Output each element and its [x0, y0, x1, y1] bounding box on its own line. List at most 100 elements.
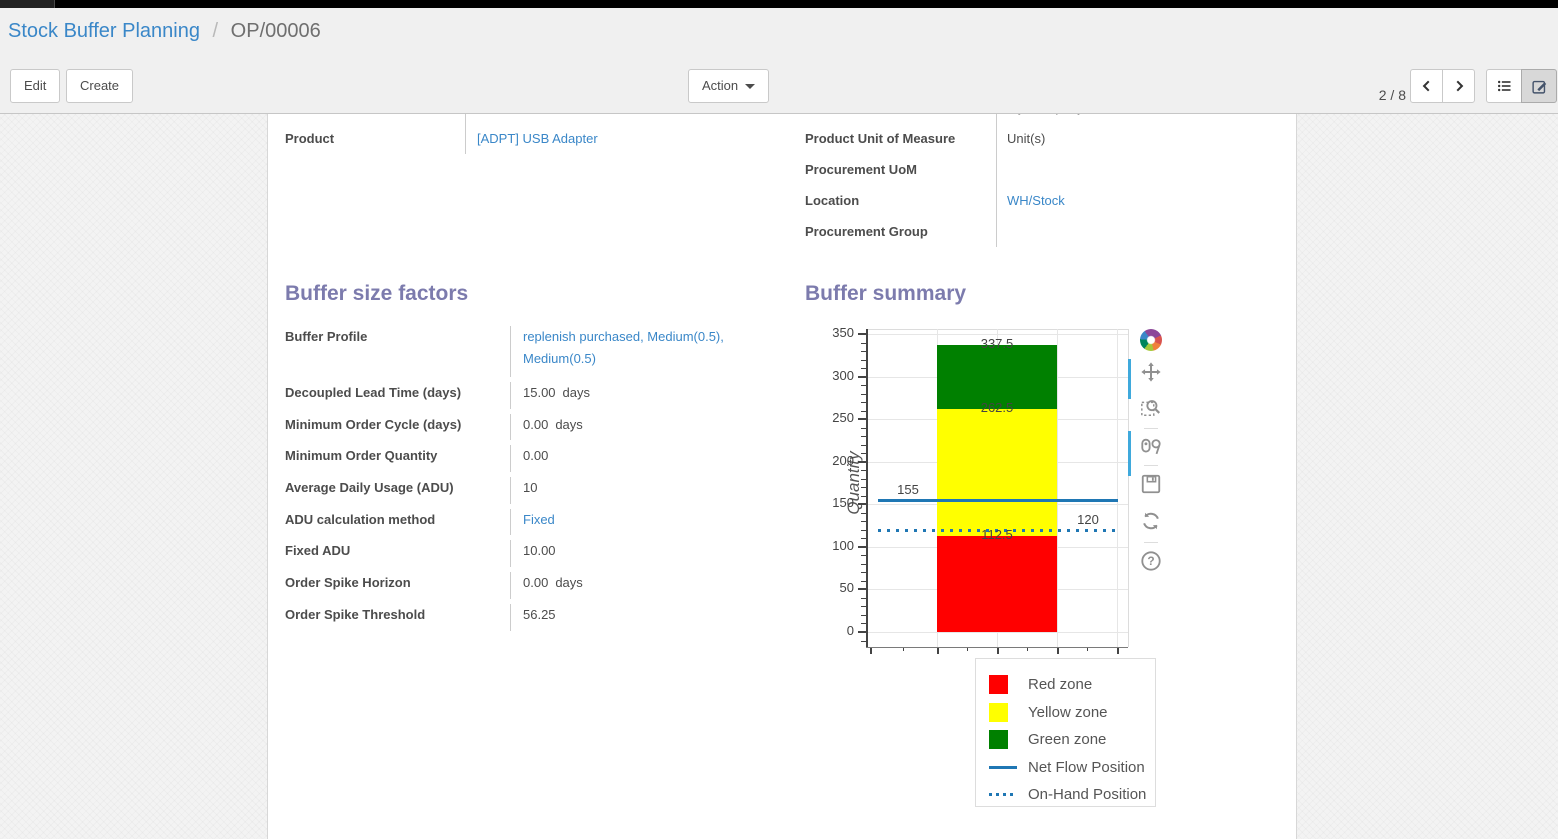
gridline-horizontal [868, 334, 1128, 335]
field-value: 0.00 days [511, 414, 583, 436]
modebar-active-indicator [1128, 359, 1131, 399]
y-minor-tick [861, 598, 866, 599]
legend-item-net-flow-position[interactable]: Net Flow Position [976, 754, 1155, 782]
pager-next-button[interactable] [1442, 69, 1475, 103]
view-switcher [1486, 69, 1557, 103]
legend-item-red-zone[interactable]: Red zone [976, 671, 1155, 699]
y-minor-tick [861, 479, 866, 480]
plotly-logo-icon[interactable] [1138, 327, 1164, 353]
chevron-down-icon [745, 84, 756, 90]
y-minor-tick [861, 343, 866, 344]
y-tick-label: 150 [832, 495, 854, 510]
section-buffer-summary: Buffer summary Quantity 0 50 100 150 200 250 3… [805, 280, 1296, 807]
y-minor-tick [861, 521, 866, 522]
field-row: Product Unit of Measure Unit(s) [805, 123, 1290, 154]
y-tick-label: 350 [832, 325, 854, 340]
field-label [285, 114, 466, 123]
breadcrumb-separator: / [212, 20, 219, 42]
y-tick-label: 250 [832, 410, 854, 425]
field-label: Buffer Profile [285, 326, 511, 377]
field-value: 0.00 [511, 445, 548, 467]
x-axis-line [866, 647, 1128, 648]
legend-item-yellow-zone[interactable]: Yellow zone [976, 699, 1155, 727]
field-row: Procurement Group [805, 216, 1290, 247]
field-link[interactable]: Fixed [523, 511, 555, 527]
field-row: Location WH/Stock [805, 185, 1290, 216]
legend-item-green-zone[interactable]: Green zone [976, 726, 1155, 754]
zone-boundary-label: 337.5 [980, 336, 1014, 351]
action-button-label: Action [702, 78, 739, 93]
pager-previous-button[interactable] [1410, 69, 1443, 103]
field-row: Fixed ADU 10.00 [285, 535, 805, 568]
field-link[interactable]: replenish purchased, Medium(0.5), Medium… [523, 329, 724, 366]
y-major-tick [858, 376, 866, 378]
field-row: Decoupled Lead Time (days) 15.00 days [285, 377, 805, 409]
reset-axes-icon[interactable] [1138, 508, 1164, 534]
reference-line-net-flow-position [878, 499, 1118, 502]
field-value: 10.00 [511, 540, 556, 562]
field-value: 15.00 days [511, 382, 590, 404]
swatch-dots [989, 793, 1017, 797]
field-row: Procurement UoM [805, 154, 1290, 185]
field-text: 10 [523, 480, 538, 496]
hover-closest-icon[interactable] [1138, 434, 1164, 460]
pager-nav [1410, 69, 1475, 103]
box-zoom-icon[interactable] [1138, 394, 1164, 420]
pan-icon[interactable] [1138, 359, 1164, 385]
swatch-square [989, 730, 1008, 750]
y-minor-tick [861, 470, 866, 471]
field-label: Order Spike Horizon [285, 572, 511, 599]
field-text: 15.00 [523, 385, 556, 400]
field-row [285, 114, 747, 123]
gridline-horizontal [868, 632, 1128, 633]
field-label: Procurement Group [805, 216, 997, 247]
reference-line-label: 155 [897, 482, 919, 497]
x-major-tick [937, 648, 939, 654]
field-text: 0.00 [523, 448, 549, 464]
legend-item-on-hand-position[interactable]: On-Hand Position [976, 781, 1155, 809]
y-minor-tick [861, 641, 866, 642]
group-logistics: My Company Product Unit of Measure Unit(s)… [805, 114, 1290, 247]
y-major-tick [858, 333, 866, 335]
field-label: Minimum Order Quantity [285, 445, 511, 473]
y-minor-tick [861, 572, 866, 573]
field-value: My Company [997, 114, 1084, 115]
x-minor-tick [903, 648, 904, 651]
section-title-buffer-size-factors: Buffer size factors [285, 282, 469, 305]
action-button[interactable]: Action [688, 69, 770, 103]
field-row: Order Spike Threshold 56.25 [285, 599, 805, 631]
field-link[interactable]: WH/Stock [1007, 193, 1065, 208]
field-row: My Company [805, 114, 1290, 123]
field-unit-suffix: days [555, 575, 583, 591]
field-row: Average Daily Usage (ADU) 10 [285, 472, 805, 504]
breadcrumb-link-stock-buffer-planning[interactable]: Stock Buffer Planning [8, 20, 200, 42]
y-minor-tick [861, 436, 866, 437]
download-image-icon[interactable] [1138, 471, 1164, 497]
y-minor-tick [861, 615, 866, 616]
modebar-divider [1144, 428, 1158, 429]
field-label: Procurement UoM [805, 154, 997, 185]
y-major-tick [858, 418, 866, 420]
pager-count: 2 / 8 [1378, 87, 1406, 103]
chart-legend: Red zone Yellow zone Green zone Net Flow Po… [975, 658, 1156, 807]
legend-label: Green zone [1028, 731, 1107, 749]
field-value: Fixed [511, 509, 555, 531]
help-icon[interactable]: ? [1138, 548, 1164, 574]
buffer-summary-chart: Quantity 0 50 100 150 200 250 300 350 112.5 262.5… [808, 321, 1178, 660]
y-minor-tick [861, 530, 866, 531]
x-minor-tick [1027, 648, 1028, 651]
field-label [805, 114, 997, 123]
modebar-divider [1144, 465, 1158, 466]
chevron-right-icon [1456, 80, 1463, 92]
edit-button[interactable]: Edit [10, 69, 61, 103]
field-text: 10.00 [523, 543, 556, 559]
y-minor-tick [861, 564, 866, 565]
field-link[interactable]: [ADPT] USB Adapter [477, 131, 598, 146]
field-label: Average Daily Usage (ADU) [285, 477, 511, 504]
create-button[interactable]: Create [66, 69, 134, 103]
view-switch-form-button[interactable] [1521, 69, 1557, 103]
view-switch-list-button[interactable] [1486, 69, 1522, 103]
y-tick-label: 50 [839, 580, 854, 595]
legend-label: Yellow zone [1028, 703, 1108, 721]
field-row: Product [ADPT] USB Adapter [285, 123, 747, 154]
